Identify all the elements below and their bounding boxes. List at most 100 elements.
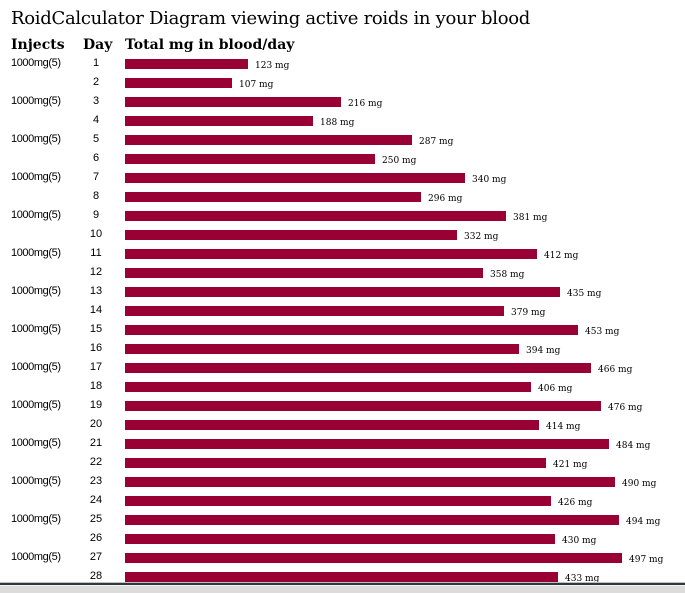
value-label: 497 mg: [629, 555, 664, 565]
chart-row: 10 332 mg: [0, 225, 685, 244]
chart-row: 1000mg(5) 27 497 mg: [0, 548, 685, 567]
day-label: 23: [89, 475, 103, 487]
inject-label: 1000mg(5): [11, 475, 61, 487]
chart-row: 14 379 mg: [0, 301, 685, 320]
bar: [125, 420, 539, 430]
day-label: 27: [89, 551, 103, 563]
value-label: 430 mg: [562, 536, 597, 546]
chart-row: 18 406 mg: [0, 377, 685, 396]
value-label: 123 mg: [255, 61, 290, 71]
bar: [125, 553, 622, 563]
day-label: 17: [89, 361, 103, 373]
chart-row: 1000mg(5) 1 123 mg: [0, 54, 685, 73]
bar: [125, 363, 591, 373]
day-label: 10: [89, 228, 103, 240]
bar: [125, 496, 551, 506]
chart-row: 22 421 mg: [0, 453, 685, 472]
day-label: 20: [89, 418, 103, 430]
chart-row: 1000mg(5) 25 494 mg: [0, 510, 685, 529]
bar: [125, 287, 560, 297]
bar-chart: 1000mg(5) 1 123 mg 2 107 mg 1000mg(5) 3 216 mg 4…: [0, 54, 685, 586]
day-label: 12: [89, 266, 103, 278]
inject-label: 1000mg(5): [11, 323, 61, 335]
value-label: 490 mg: [622, 479, 657, 489]
day-label: 13: [89, 285, 103, 297]
chart-row: 1000mg(5) 11 412 mg: [0, 244, 685, 263]
chart-row: 1000mg(5) 23 490 mg: [0, 472, 685, 491]
value-label: 394 mg: [526, 346, 561, 356]
chart-row: 12 358 mg: [0, 263, 685, 282]
chart-row: 4 188 mg: [0, 111, 685, 130]
inject-label: 1000mg(5): [11, 247, 61, 259]
bar: [125, 78, 232, 88]
header-total: Total mg in blood/day: [125, 37, 295, 53]
value-label: 358 mg: [490, 270, 525, 280]
day-label: 16: [89, 342, 103, 354]
day-label: 9: [92, 209, 100, 221]
value-label: 414 mg: [546, 422, 581, 432]
chart-row: 1000mg(5) 3 216 mg: [0, 92, 685, 111]
inject-label: 1000mg(5): [11, 171, 61, 183]
bar: [125, 249, 537, 259]
value-label: 287 mg: [419, 137, 454, 147]
bar: [125, 477, 615, 487]
bar: [125, 59, 248, 69]
day-label: 2: [92, 76, 100, 88]
page-title: RoidCalculator Diagram viewing active ro…: [11, 8, 531, 29]
day-label: 28: [89, 570, 103, 582]
day-label: 5: [92, 133, 100, 145]
day-label: 8: [92, 190, 100, 202]
value-label: 250 mg: [382, 156, 417, 166]
bar: [125, 515, 619, 525]
day-label: 21: [89, 437, 103, 449]
value-label: 421 mg: [553, 460, 588, 470]
day-label: 22: [89, 456, 103, 468]
bar: [125, 192, 421, 202]
bar: [125, 534, 555, 544]
bar: [125, 154, 375, 164]
day-label: 7: [92, 171, 100, 183]
chart-row: 1000mg(5) 9 381 mg: [0, 206, 685, 225]
day-label: 3: [92, 95, 100, 107]
chart-row: 1000mg(5) 5 287 mg: [0, 130, 685, 149]
day-label: 18: [89, 380, 103, 392]
day-label: 1: [92, 57, 100, 69]
bar: [125, 382, 531, 392]
value-label: 435 mg: [567, 289, 602, 299]
chart-row: 16 394 mg: [0, 339, 685, 358]
day-label: 11: [90, 247, 102, 259]
inject-label: 1000mg(5): [11, 57, 61, 69]
bar: [125, 325, 578, 335]
inject-label: 1000mg(5): [11, 133, 61, 145]
header-day: Day: [83, 37, 113, 53]
bar: [125, 458, 546, 468]
bar: [125, 135, 412, 145]
value-label: 216 mg: [348, 99, 383, 109]
value-label: 107 mg: [239, 80, 274, 90]
chart-row: 20 414 mg: [0, 415, 685, 434]
bar: [125, 401, 601, 411]
value-label: 433 mg: [565, 574, 600, 584]
bar: [125, 439, 609, 449]
bar: [125, 97, 341, 107]
day-label: 4: [92, 114, 100, 126]
chart-row: 1000mg(5) 15 453 mg: [0, 320, 685, 339]
chart-row: 6 250 mg: [0, 149, 685, 168]
bar: [125, 173, 465, 183]
value-label: 406 mg: [538, 384, 573, 394]
inject-label: 1000mg(5): [11, 513, 61, 525]
chart-row: 24 426 mg: [0, 491, 685, 510]
value-label: 188 mg: [320, 118, 355, 128]
chart-row: 1000mg(5) 7 340 mg: [0, 168, 685, 187]
bar: [125, 116, 313, 126]
chart-row: 2 107 mg: [0, 73, 685, 92]
inject-label: 1000mg(5): [11, 361, 61, 373]
day-label: 15: [89, 323, 103, 335]
chart-row: 1000mg(5) 19 476 mg: [0, 396, 685, 415]
header-injects: Injects: [11, 37, 65, 53]
value-label: 476 mg: [608, 403, 643, 413]
value-label: 426 mg: [558, 498, 593, 508]
inject-label: 1000mg(5): [11, 437, 61, 449]
value-label: 296 mg: [428, 194, 463, 204]
value-label: 379 mg: [511, 308, 546, 318]
